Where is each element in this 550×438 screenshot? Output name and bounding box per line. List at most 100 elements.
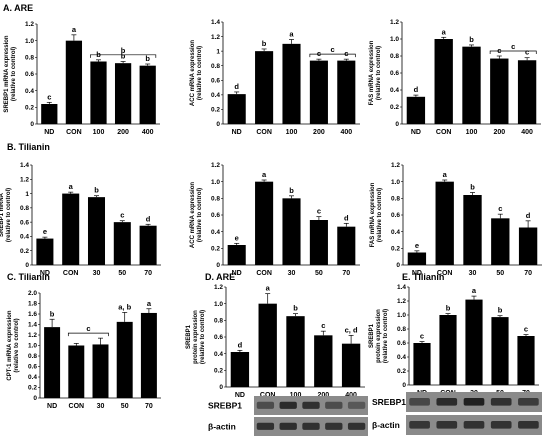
y-tick-label: 0.8 (390, 53, 399, 60)
blot-band (490, 398, 512, 406)
significance-letter: b (498, 306, 503, 315)
x-tick-label: 100 (93, 129, 105, 136)
y-axis-label: (relative to control) (11, 47, 17, 101)
x-tick-label: 400 (340, 129, 352, 136)
bar (462, 46, 481, 124)
significance-letter: b (50, 309, 55, 318)
significance-letter: c (331, 45, 335, 54)
significance-letter: a (442, 27, 447, 36)
section-title-e: E. Tilianin (402, 272, 444, 282)
blot-band (436, 421, 458, 429)
x-tick-label: CON (256, 129, 272, 136)
section-title-b: B. Tilianin (7, 142, 50, 152)
bar (491, 218, 510, 265)
blot-band (279, 422, 297, 430)
y-tick-label: 0.2 (211, 246, 220, 253)
y-tick-label: 0.6 (211, 77, 220, 84)
bar (491, 317, 509, 385)
significance-letter: a (289, 29, 294, 38)
bar (282, 198, 301, 265)
chart-e: 0 0.2 0.4 0.6 0.8 1.0 1.2 1.4 SREBP1 protein expr… (369, 284, 539, 397)
bar (337, 226, 356, 265)
significance-letter: c (120, 211, 124, 220)
significance-letter: b (289, 186, 294, 195)
bar (140, 312, 157, 398)
significance-letter: d (414, 85, 419, 94)
y-tick-label: 0.8 (28, 353, 37, 360)
y-tick-label: 0 (30, 121, 34, 128)
y-tick-label: 1 (25, 191, 29, 198)
y-tick-label: 0.2 (28, 385, 37, 392)
x-tick-label: CON (63, 270, 79, 277)
section-title-c: C. Tilianin (7, 272, 50, 282)
x-tick-label: ND (232, 129, 242, 136)
y-axis-label: protein expression (193, 310, 199, 364)
significance-letter: c, d (345, 325, 358, 334)
significance-letter: e (43, 227, 47, 236)
y-tick-label: 1.2 (390, 19, 399, 26)
x-tick-label: 30 (97, 403, 105, 410)
y-tick-label: 0.4 (211, 229, 220, 236)
significance-letter: b (121, 52, 126, 61)
y-axis-label: FAS mRNA expression (369, 40, 375, 105)
significance-letter: c (511, 42, 515, 51)
y-axis-label: SREBP1 mRNA (0, 192, 5, 237)
x-tick-label: 100 (466, 129, 478, 136)
y-tick-label: 1.2 (20, 176, 29, 183)
significance-letter: d (234, 82, 239, 91)
y-tick-label: 0 (395, 121, 399, 128)
significance-letter: a (266, 284, 271, 293)
significance-letter: a, b (118, 302, 131, 311)
y-tick-label: 0.4 (211, 92, 220, 99)
y-axis-label: (relative to control) (200, 310, 206, 364)
significance-letter: d (526, 211, 531, 220)
y-tick-label: 0.8 (20, 205, 29, 212)
bar (41, 104, 58, 124)
y-axis-label: (relative to control) (197, 46, 203, 100)
y-axis-label: CPT-1 mRNA expression (7, 310, 13, 380)
significance-letter: c (420, 332, 424, 341)
significance-letter: b (96, 50, 101, 59)
y-tick-label: 1.0 (397, 312, 406, 319)
significance-bracket (309, 53, 356, 58)
x-tick-label: 50 (118, 270, 126, 277)
x-tick-label: 50 (496, 270, 504, 277)
blot-band (518, 421, 539, 429)
significance-letter: c (317, 207, 321, 216)
y-axis-label: (relative to control) (377, 188, 383, 242)
significance-letter: c (497, 46, 501, 55)
y-tick-label: 1.0 (214, 301, 223, 308)
bar (62, 193, 80, 265)
bar (255, 181, 274, 265)
y-tick-label: 0.4 (397, 354, 406, 361)
x-tick-label: ND (412, 270, 422, 277)
bar (139, 65, 156, 124)
bar (116, 321, 133, 398)
x-tick-label: CON (437, 270, 453, 277)
bar (435, 181, 454, 265)
y-tick-label: 0.6 (28, 364, 37, 371)
blot-e: SREBP1 β-actin (372, 392, 542, 435)
bar (92, 344, 109, 398)
bar (517, 336, 535, 385)
bar (230, 352, 250, 387)
significance-letter: b (145, 54, 150, 63)
chart-d: 0 0.2 0.4 0.6 0.8 1.0 1.2 SREBP1 protein express… (186, 284, 365, 399)
blots-layer: SREBP1 β-actin SREBP1 β-actin (208, 392, 542, 436)
y-tick-label: 1.2 (25, 21, 34, 28)
bar (309, 220, 328, 265)
significance-letter: b (469, 35, 474, 44)
y-tick-label: 0.2 (214, 368, 223, 375)
bar (255, 51, 274, 125)
significance-letter: a (72, 25, 77, 34)
blot-band (325, 422, 343, 430)
bar (309, 60, 328, 124)
x-tick-label: 400 (345, 392, 357, 399)
significance-letter: e (415, 241, 419, 250)
blot-band (518, 398, 539, 406)
bar (87, 197, 106, 265)
significance-letter: a (69, 182, 74, 191)
significance-letter: c (525, 48, 529, 57)
x-tick-label: ND (40, 270, 50, 277)
